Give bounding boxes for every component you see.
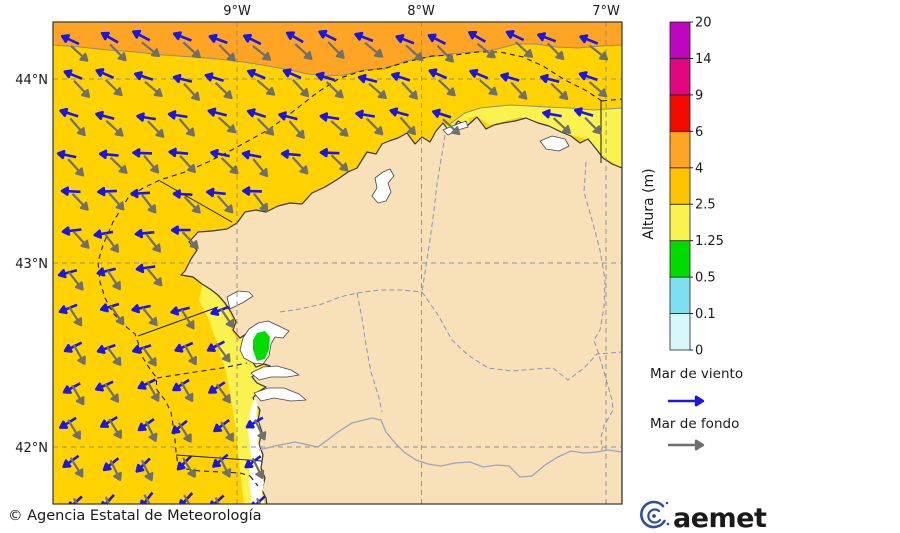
colorbar-tick-label: 0 xyxy=(695,344,703,359)
wind-sea-label: Mar de viento xyxy=(650,366,743,382)
lat-label-42n: 42°N xyxy=(15,441,48,456)
colorbar-tick-label: 6 xyxy=(695,125,703,140)
colorbar-swatch xyxy=(669,313,691,351)
aemet-brand-text: aemet xyxy=(673,503,767,533)
colorbar-swatch xyxy=(669,240,691,278)
colorbar-swatch xyxy=(669,21,691,59)
aemet-swirl-icon xyxy=(640,500,670,529)
boundary-ne-stub xyxy=(601,98,622,102)
legend: Altura (m) 0 0.1 0.5 1.25 2.5 4 6 9 14 20 Mar de … xyxy=(641,16,743,451)
colorbar-swatch xyxy=(669,276,691,314)
inlet-coruna xyxy=(371,168,395,204)
colorbar-tick-label: 1.25 xyxy=(695,234,724,249)
colorbar-tick-label: 20 xyxy=(695,16,712,31)
axis-labels: 9°W 8°W 7°W 44°N 43°N 42°N xyxy=(15,4,620,456)
colorbar-swatch xyxy=(669,167,691,205)
inlet-pontevedra xyxy=(250,365,300,381)
province-boundary-coruna-lugo xyxy=(421,134,446,293)
zone-boundary-line-ne xyxy=(449,104,622,125)
river-minho-border xyxy=(258,417,622,478)
wave-direction-arrows xyxy=(56,29,609,504)
province-boundary-lugo-ourense xyxy=(421,291,622,381)
province-boundary-pontevedra-ourense xyxy=(356,292,383,413)
colorbar-title: Altura (m) xyxy=(641,168,657,239)
colorbar-tick-label: 4 xyxy=(695,161,703,176)
colorbar-swatch xyxy=(669,94,691,132)
boundary-branch-arousa xyxy=(156,362,248,379)
zone-divider-camarinas xyxy=(159,180,233,223)
lat-label-43n: 43°N xyxy=(15,257,48,272)
lon-label-9w: 9°W xyxy=(223,4,251,19)
colorbar: 0 0.1 0.5 1.25 2.5 4 6 9 14 20 xyxy=(669,16,724,359)
colorbar-tick-label: 0.5 xyxy=(695,271,716,286)
lat-label-44n: 44°N xyxy=(15,73,48,88)
swell-label: Mar de fondo xyxy=(650,416,739,432)
colorbar-tick-label: 9 xyxy=(695,88,703,103)
graticule-grid xyxy=(53,22,622,504)
zone-boundary-line xyxy=(53,43,622,77)
sea-zone-arousa-green xyxy=(253,331,270,361)
sea-zone-4-6m xyxy=(53,22,622,76)
colorbar-tick-label: 2.5 xyxy=(695,198,716,213)
province-boundary-galicia-asturias xyxy=(583,161,614,451)
boundary-branch-vigo xyxy=(249,475,259,487)
map-frame xyxy=(52,21,623,505)
zone-divider-fisterra xyxy=(137,306,219,337)
sea-zone-west-yellow xyxy=(199,283,265,504)
copyright-text: © Agencia Estatal de Meteorología xyxy=(8,508,262,524)
colorbar-swatch xyxy=(669,130,691,169)
colorbar-tick-label: 14 xyxy=(695,52,712,67)
inlet-vigo xyxy=(253,387,307,402)
lon-label-7w: 7°W xyxy=(592,4,620,19)
inlet-muros xyxy=(226,290,254,310)
inlet-viveiro xyxy=(539,135,570,152)
aemet-logo: aemet xyxy=(640,500,767,533)
colorbar-swatch xyxy=(669,58,691,96)
sea-zone-ne-1p25-2p5m xyxy=(450,105,622,168)
map-lines-layer xyxy=(53,22,622,504)
colorbar-tick-label: 0.1 xyxy=(695,307,716,322)
colorbar-swatch xyxy=(669,203,691,242)
lon-label-8w: 8°W xyxy=(407,4,435,19)
wind-sea-arrow-icon xyxy=(668,395,705,407)
province-boundary-coruna-pontevedra xyxy=(279,289,423,313)
swell-arrow-icon xyxy=(668,439,705,451)
